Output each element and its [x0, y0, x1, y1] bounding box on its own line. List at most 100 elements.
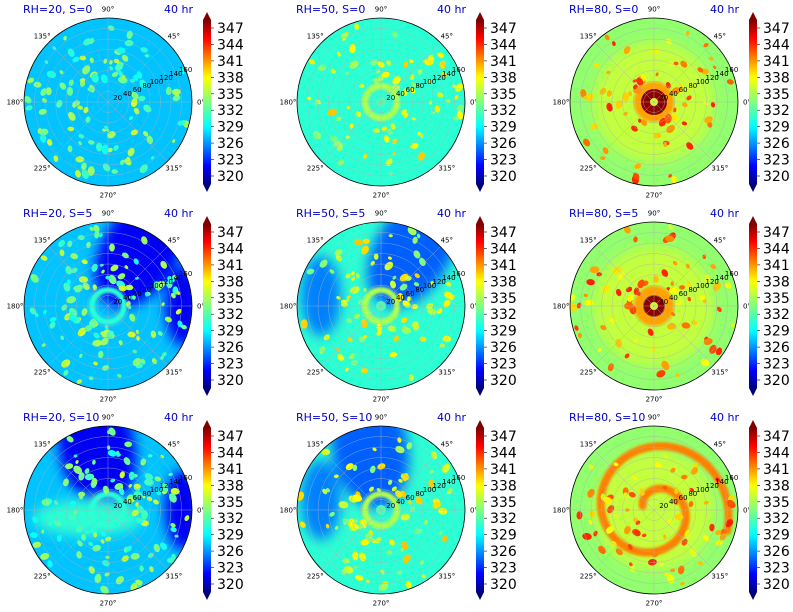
- colorbar-tick-label: 329: [763, 120, 790, 136]
- radial-tick-label: 100: [696, 78, 709, 86]
- radial-tick-label: 80: [415, 286, 424, 294]
- colorbar-extend-min: [203, 184, 211, 192]
- colorbar-tick-label: 338: [217, 70, 244, 86]
- colorbar-tick-label: 323: [217, 357, 244, 373]
- panel-time-label: 40 hr: [710, 3, 739, 16]
- angle-tick-label: 90°: [375, 6, 387, 14]
- colorbar-extend-max: [203, 216, 211, 224]
- angle-tick-label: 315°: [711, 572, 728, 580]
- colorbar-tick-label: 344: [490, 37, 517, 53]
- angle-tick-label: 0°: [470, 99, 478, 107]
- polar-grid: [296, 221, 466, 391]
- radial-tick-label: 40: [396, 90, 405, 98]
- angle-tick-label: 315°: [438, 164, 455, 172]
- colorbar-tick-label: 329: [217, 120, 244, 136]
- colorbar-tick-label: 341: [763, 258, 790, 274]
- radial-tick-label: 60: [133, 290, 142, 298]
- angle-tick-label: 135°: [307, 33, 324, 41]
- dry-region: [58, 426, 137, 509]
- colorbar-tick-label: 326: [217, 340, 244, 356]
- dry-region: [301, 256, 341, 336]
- angle-tick-label: 315°: [165, 572, 182, 580]
- angle-tick-label: 45°: [168, 441, 180, 449]
- colorbar-extend-min: [476, 592, 484, 600]
- colorbar-tick-label: 341: [490, 54, 517, 70]
- colorbar-bar: [749, 224, 757, 388]
- convective-cells: [24, 25, 191, 179]
- radial-tick-label: 160: [179, 474, 192, 482]
- colorbar-tick-label: 320: [763, 373, 790, 389]
- colorbar-tick-label: 344: [763, 445, 790, 461]
- colorbar-tick-label: 326: [217, 544, 244, 560]
- radial-tick-label: 40: [669, 90, 678, 98]
- colorbar-tick-label: 341: [490, 462, 517, 478]
- convective-cells: [297, 437, 453, 591]
- radial-tick-label: 120: [160, 482, 173, 490]
- colorbar-extend-min: [476, 388, 484, 396]
- polar-frame: [23, 221, 193, 391]
- angle-tick-label: 180°: [553, 99, 570, 107]
- radial-tick-label: 40: [123, 294, 132, 302]
- radial-tick-label: 80: [688, 286, 697, 294]
- radial-tick-label: 140: [442, 274, 455, 282]
- colorbar-tick-label: 338: [763, 478, 790, 494]
- colorbar-tick-label: 329: [217, 324, 244, 340]
- colorbar-tick-label: 326: [490, 136, 517, 152]
- colorbar-bar: [203, 428, 211, 592]
- radial-tick-label: 80: [142, 82, 151, 90]
- polar-grid: [569, 425, 739, 595]
- radial-tick-label: 20: [386, 502, 395, 510]
- colorbar-tick-label: 335: [763, 291, 790, 307]
- angle-tick-label: 270°: [373, 600, 390, 608]
- angle-tick-label: 45°: [441, 441, 453, 449]
- panel-title: RH=50, S=5: [296, 207, 365, 220]
- radial-tick-label: 120: [160, 278, 173, 286]
- panel-title: RH=20, S=0: [23, 3, 92, 16]
- colorbar-tick-label: 335: [217, 291, 244, 307]
- colorbar-tick-label: 320: [217, 373, 244, 389]
- angle-tick-label: 90°: [102, 414, 114, 422]
- radial-tick-label: 100: [150, 282, 163, 290]
- angle-labels: 0° 45° 90° 135° 180° 225° 270° 315°: [280, 210, 478, 404]
- radial-tick-label: 140: [169, 274, 182, 282]
- angle-tick-label: 270°: [373, 396, 390, 404]
- radial-tick-label: 20: [113, 94, 122, 102]
- eyewall-ring: [596, 442, 733, 557]
- colorbar-bar: [476, 20, 484, 184]
- colorbar-tick-label: 338: [217, 274, 244, 290]
- angle-labels: 0° 45° 90° 135° 180° 225° 270° 315°: [7, 210, 205, 404]
- angle-tick-label: 270°: [373, 192, 390, 200]
- colorbar-tick-label: 347: [217, 225, 244, 241]
- radial-tick-label: 60: [679, 290, 688, 298]
- colorbar-extend-max: [749, 420, 757, 428]
- angle-tick-label: 90°: [648, 6, 660, 14]
- radial-tick-label: 140: [169, 478, 182, 486]
- angle-tick-label: 180°: [553, 507, 570, 515]
- radial-tick-label: 140: [442, 478, 455, 486]
- colorbar-extend-max: [476, 12, 484, 20]
- radial-tick-label: 100: [150, 486, 163, 494]
- convective-cells: [29, 427, 190, 594]
- colorbar-tick-label: 344: [763, 37, 790, 53]
- radial-tick-label: 60: [406, 494, 415, 502]
- colorbar-tick-label: 335: [490, 291, 517, 307]
- colorbar-tick-label: 326: [490, 340, 517, 356]
- angle-tick-label: 45°: [441, 237, 453, 245]
- radial-tick-label: 140: [169, 70, 182, 78]
- radial-tick-label: 160: [179, 270, 192, 278]
- angle-labels: 0° 45° 90° 135° 180° 225° 270° 315°: [553, 6, 751, 200]
- radial-tick-label: 20: [659, 502, 668, 510]
- radial-tick-label: 120: [433, 482, 446, 490]
- panel-title: RH=50, S=0: [296, 3, 365, 16]
- colorbar-extend-min: [749, 592, 757, 600]
- colorbar-tick-label: 329: [763, 528, 790, 544]
- colorbar-tick-label: 347: [490, 21, 517, 37]
- colorbar-tick-label: 335: [217, 495, 244, 511]
- radial-tick-label: 140: [715, 478, 728, 486]
